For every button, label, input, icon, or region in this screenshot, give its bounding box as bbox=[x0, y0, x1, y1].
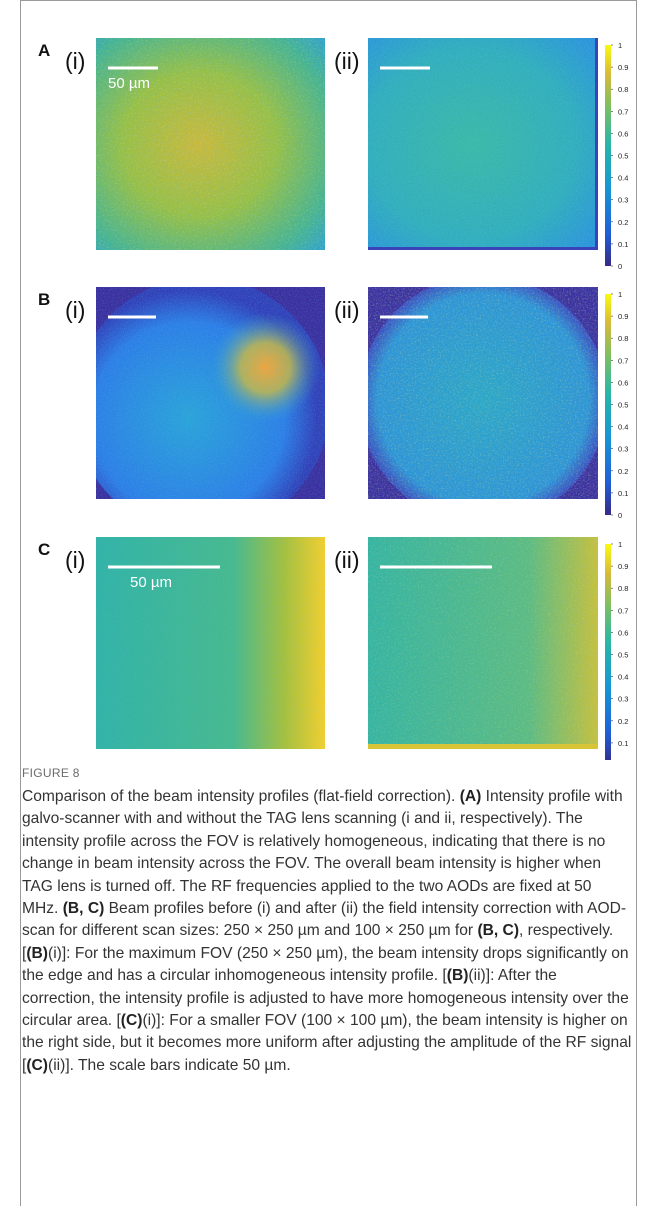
figure-label: FIGURE 8 bbox=[22, 766, 80, 780]
colorbar-tick-label: 0.3 bbox=[618, 196, 628, 205]
colorbar bbox=[605, 45, 611, 266]
heatmap-image bbox=[96, 537, 325, 749]
caption-bold-run: (C) bbox=[121, 1012, 143, 1029]
image-label: (i) bbox=[65, 48, 85, 74]
colorbar-tick-label: 0.7 bbox=[618, 107, 628, 116]
colorbar-tick-label: 0.1 bbox=[618, 489, 628, 498]
edge bbox=[595, 38, 598, 250]
panel-letter: B bbox=[38, 290, 50, 309]
colorbar-tick-label: 0.9 bbox=[618, 562, 628, 571]
colorbar bbox=[605, 544, 611, 760]
scale-bar-label: 50 µm bbox=[108, 75, 150, 92]
heatmap-layer bbox=[96, 537, 325, 749]
colorbar-tick-label: 0.2 bbox=[618, 467, 628, 476]
heatmap-layer bbox=[368, 537, 598, 749]
colorbar-tick-label: 0.2 bbox=[618, 218, 628, 227]
image-label: (i) bbox=[65, 547, 85, 573]
caption-bold-run: (C) bbox=[26, 1057, 48, 1074]
colorbar-tick-label: 0.9 bbox=[618, 312, 628, 321]
heatmap-image bbox=[359, 275, 607, 523]
caption-run: Comparison of the beam intensity profile… bbox=[22, 788, 460, 805]
colorbar-tick-label: 0.5 bbox=[618, 401, 628, 410]
colorbar-tick-label: 0.2 bbox=[618, 717, 628, 726]
colorbar-tick-label: 1 bbox=[618, 290, 622, 299]
colorbar-tick-label: 1 bbox=[618, 41, 622, 50]
page: {"figure": { "panels": [ {"label": "A", … bbox=[0, 0, 648, 1206]
caption-bold-run: (B) bbox=[447, 967, 469, 984]
page-body: A (i) 50 µm (ii) 0 0.1 0.2 0.3 0.4 0.5 0.6 0.7 0.8 0.… bbox=[0, 0, 648, 1206]
colorbar-tick-label: 0.5 bbox=[618, 152, 628, 161]
figure-caption: Comparison of the beam intensity profile… bbox=[22, 786, 632, 1077]
caption-bold-run: (B, C) bbox=[63, 900, 105, 917]
heatmap-layer bbox=[368, 287, 598, 499]
colorbar-tick-label: 0.1 bbox=[618, 240, 628, 249]
image-label: (i) bbox=[65, 297, 85, 323]
panel-letter: A bbox=[38, 41, 50, 60]
colorbar-tick-label: 0.4 bbox=[618, 174, 628, 183]
heatmap-layer bbox=[368, 38, 598, 250]
edge bbox=[368, 744, 598, 749]
panel-letter: C bbox=[38, 540, 50, 559]
colorbar-tick-label: 0.8 bbox=[618, 85, 628, 94]
caption-bold-run: (A) bbox=[460, 788, 482, 805]
colorbar-tick-label: 0.3 bbox=[618, 695, 628, 704]
caption-bold-run: (B, C) bbox=[477, 922, 519, 939]
colorbar-tick-label: 0.3 bbox=[618, 445, 628, 454]
edge bbox=[368, 247, 598, 250]
colorbar-tick-label: 0.6 bbox=[618, 378, 628, 387]
image-label: (ii) bbox=[334, 297, 360, 323]
colorbar bbox=[605, 294, 611, 515]
heatmap-layer bbox=[96, 287, 325, 499]
colorbar-tick-label: 1 bbox=[618, 540, 622, 549]
colorbar-tick-label: 0 bbox=[618, 511, 622, 520]
caption-run: (ii)]. The scale bars indicate 50 µm. bbox=[48, 1057, 291, 1074]
colorbar-tick-label: 0.5 bbox=[618, 651, 628, 660]
image-label: (ii) bbox=[334, 547, 360, 573]
figure-panels: A (i) 50 µm (ii) 0 0.1 0.2 0.3 0.4 0.5 0.6 0.7 0.8 0.… bbox=[0, 0, 648, 760]
heatmap-image bbox=[96, 38, 325, 250]
heatmap-image bbox=[368, 38, 598, 250]
image-label: (ii) bbox=[334, 48, 360, 74]
colorbar-tick-label: 0.4 bbox=[618, 423, 628, 432]
colorbar-tick-label: 0.4 bbox=[618, 673, 628, 682]
scale-bar-label: 50 µm bbox=[130, 574, 172, 591]
heatmap-layer bbox=[96, 38, 325, 250]
colorbar-tick-label: 0.6 bbox=[618, 129, 628, 138]
colorbar-tick-label: 0.8 bbox=[618, 584, 628, 593]
colorbar-tick-label: 0.8 bbox=[618, 334, 628, 343]
colorbar-tick-label: 0.1 bbox=[618, 739, 628, 748]
colorbar-tick-label: 0 bbox=[618, 262, 622, 271]
caption-bold-run: (B) bbox=[26, 945, 48, 962]
colorbar-tick-label: 0.9 bbox=[618, 63, 628, 72]
heatmap-image bbox=[368, 537, 598, 749]
colorbar-tick-label: 0.7 bbox=[618, 356, 628, 365]
colorbar-tick-label: 0.7 bbox=[618, 606, 628, 615]
colorbar-tick-label: 0.6 bbox=[618, 628, 628, 637]
caption-run: Intensity profile with galvo-scanner wit… bbox=[22, 788, 623, 917]
